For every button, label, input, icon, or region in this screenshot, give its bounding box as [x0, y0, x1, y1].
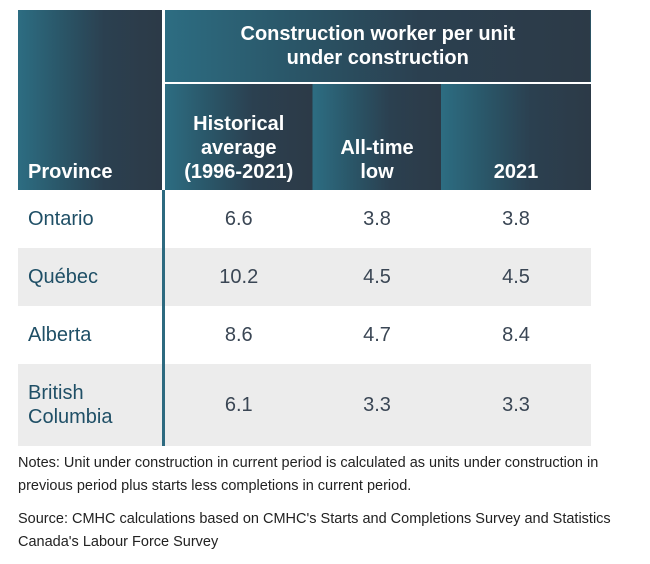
all-time-low-cell: 4.7 — [363, 323, 391, 346]
column-header-historical: Historical average (1996-2021) — [161, 83, 313, 190]
historical-average-cell: 6.1 — [163, 364, 313, 446]
historical-average-cell: 8.6 — [224, 323, 253, 346]
data-table-container: Province Construction worker per unit un… — [18, 10, 591, 446]
value-2021-cell: 8.4 — [502, 323, 530, 346]
table-header: Province Construction worker per unit un… — [18, 10, 591, 190]
historical-average-cell: 6.6 — [224, 207, 253, 230]
column-header-all-time-low-text: All-time low — [340, 137, 414, 183]
province-cell: Québec — [18, 248, 165, 306]
all-time-low-cell: 3.8 — [363, 207, 391, 230]
table-footnotes: Notes: Unit under construction in curren… — [18, 452, 618, 564]
source-text: Source: CMHC calculations based on CMHC'… — [18, 511, 611, 550]
column-header-historical-text: Historical average (1996-2021) — [184, 113, 294, 183]
value-2021-cell: 4.5 — [441, 248, 591, 306]
historical-average-cell: 10.2 — [163, 248, 313, 306]
header-row-group: Province Construction worker per unit un… — [18, 10, 591, 190]
group-header: Construction worker per unit under const… — [161, 10, 591, 84]
province-cell: British Columbia — [18, 364, 165, 446]
value-2021-cell: 3.8 — [502, 207, 530, 230]
group-header-text: Construction worker per unit under const… — [240, 23, 515, 69]
column-header-2021: 2021 — [441, 83, 591, 190]
province-cell: Alberta — [18, 306, 165, 364]
construction-workers-table: Province Construction worker per unit un… — [18, 10, 591, 446]
column-header-all-time-low: All-time low — [313, 83, 441, 190]
table-row: Alberta 8.6 4.7 8.4 — [18, 306, 591, 364]
table-row: Ontario 6.6 3.8 3.8 — [18, 190, 591, 248]
all-time-low-cell: 4.5 — [313, 248, 441, 306]
province-cell: Ontario — [18, 190, 165, 248]
table-body: Ontario 6.6 3.8 3.8 Québec 10.2 4.5 4.5 … — [18, 190, 591, 446]
table-row: Québec 10.2 4.5 4.5 — [18, 248, 591, 306]
header-row-sub: Historical average (1996-2021) All-time … — [18, 83, 591, 190]
column-header-province: Province — [18, 10, 165, 190]
value-2021-cell: 3.3 — [441, 364, 591, 446]
notes-text: Notes: Unit under construction in curren… — [18, 455, 599, 494]
table-row: British Columbia 6.1 3.3 3.3 — [18, 364, 591, 446]
province-cell-text: British Columbia — [28, 382, 113, 428]
all-time-low-cell: 3.3 — [313, 364, 441, 446]
